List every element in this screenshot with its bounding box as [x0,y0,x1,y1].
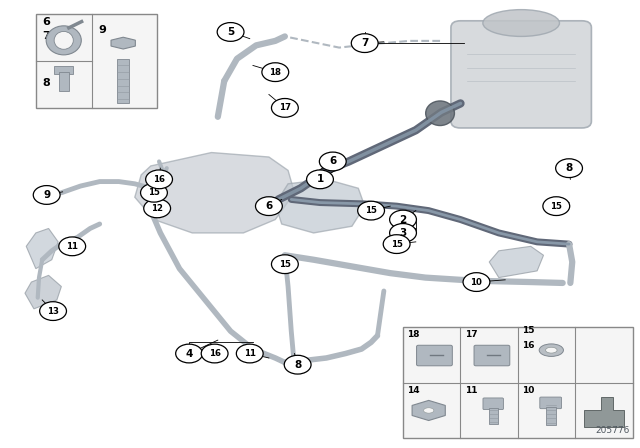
Circle shape [390,224,417,242]
Text: 11: 11 [244,349,256,358]
Circle shape [463,273,490,292]
Circle shape [262,63,289,82]
Text: 1: 1 [316,174,324,184]
Circle shape [271,255,298,274]
FancyBboxPatch shape [54,66,74,74]
Ellipse shape [426,101,454,125]
FancyBboxPatch shape [417,345,452,366]
Circle shape [33,185,60,204]
Circle shape [255,197,282,215]
Circle shape [390,210,417,229]
Text: 15: 15 [550,202,562,211]
Circle shape [236,344,263,363]
FancyBboxPatch shape [540,397,561,409]
Polygon shape [275,179,365,233]
Circle shape [175,344,202,363]
Polygon shape [111,37,135,49]
Polygon shape [25,276,61,309]
Circle shape [358,201,385,220]
Circle shape [351,34,378,52]
Polygon shape [135,152,294,233]
Text: 15: 15 [390,240,403,249]
Text: 6: 6 [42,17,50,27]
Text: 13: 13 [47,306,59,315]
Text: 4: 4 [186,349,193,358]
FancyBboxPatch shape [474,345,510,366]
Text: 16: 16 [209,349,221,358]
Text: 9: 9 [98,25,106,35]
Text: 15: 15 [148,188,160,197]
Text: 10: 10 [522,386,535,395]
FancyBboxPatch shape [403,327,633,439]
Polygon shape [412,401,445,421]
Circle shape [141,183,168,202]
Circle shape [144,199,171,218]
Ellipse shape [46,26,81,55]
FancyBboxPatch shape [36,14,157,108]
Polygon shape [584,396,624,427]
Text: 18: 18 [408,330,420,339]
Text: 11: 11 [465,386,477,395]
Text: 11: 11 [66,242,78,251]
Text: 16: 16 [522,341,535,350]
Text: 5: 5 [227,27,234,37]
Text: 2: 2 [399,215,406,224]
Circle shape [307,170,333,189]
Polygon shape [26,228,58,269]
Text: 6: 6 [329,156,337,167]
Text: 8: 8 [565,163,573,173]
Text: 17: 17 [279,103,291,112]
Circle shape [556,159,582,177]
Ellipse shape [424,408,434,413]
Circle shape [284,355,311,374]
Ellipse shape [54,31,74,49]
FancyBboxPatch shape [451,21,591,128]
Text: 7: 7 [361,38,369,48]
Circle shape [217,22,244,41]
Ellipse shape [483,9,559,36]
Circle shape [271,99,298,117]
Ellipse shape [545,347,557,353]
Text: 16: 16 [153,175,165,184]
Ellipse shape [539,344,563,357]
Circle shape [383,235,410,254]
FancyBboxPatch shape [483,398,504,409]
Text: 14: 14 [408,386,420,395]
FancyBboxPatch shape [117,59,129,103]
Text: 6: 6 [266,201,273,211]
Text: 17: 17 [465,330,477,339]
Circle shape [59,237,86,256]
Polygon shape [489,246,543,278]
FancyBboxPatch shape [546,407,556,425]
Circle shape [146,170,173,189]
Text: 7: 7 [42,31,50,41]
Circle shape [40,302,67,320]
Circle shape [319,152,346,171]
FancyBboxPatch shape [490,408,499,424]
Text: 205776: 205776 [595,426,630,435]
Text: 18: 18 [269,68,282,77]
Circle shape [543,197,570,215]
Text: 8: 8 [294,360,301,370]
Text: 8: 8 [42,78,50,88]
Text: 15: 15 [365,206,377,215]
Text: 10: 10 [470,278,483,287]
FancyBboxPatch shape [59,72,69,91]
Text: 15: 15 [522,327,535,336]
Text: 3: 3 [399,228,406,238]
Text: 9: 9 [43,190,50,200]
Circle shape [201,344,228,363]
Text: 12: 12 [151,204,163,213]
Text: 15: 15 [279,260,291,269]
